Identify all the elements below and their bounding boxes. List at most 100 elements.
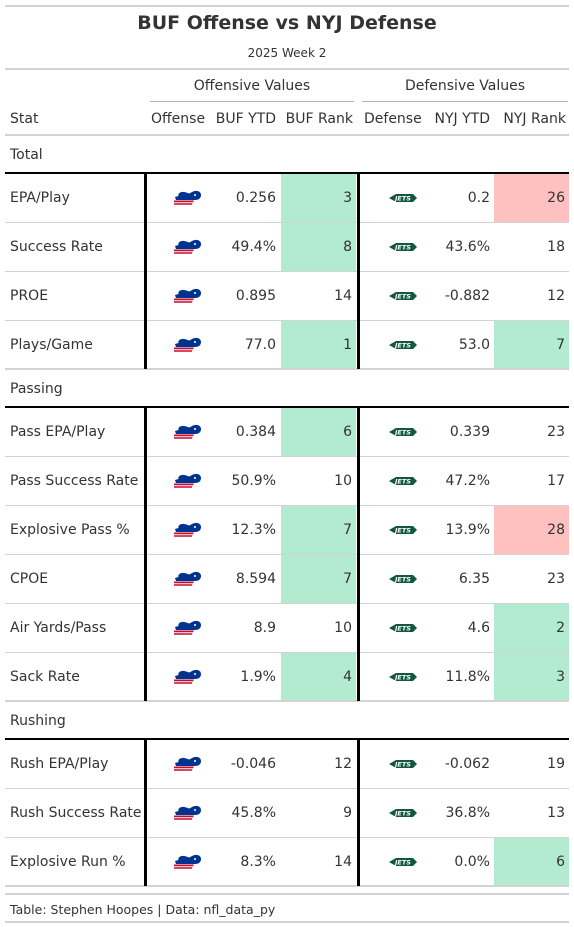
bills-logo-icon [173,174,207,222]
table-row: Sack Rate 1.9% 4 JETS 11.8% 3 [5,653,569,702]
buf-rank-cell-value: 6 [343,424,352,440]
nyj-ytd-value: 0.2 [467,190,490,206]
bills-logo-icon [173,838,207,886]
col-header-buf-rank: BUF Rank [285,111,353,127]
jets-logo-icon: JETS [388,321,422,369]
buf-rank-cell-value: 8 [343,239,352,255]
group-label-passing: Passing [10,381,63,397]
row-divider [5,885,569,887]
nyj-ytd-value: 36.8% [445,805,490,821]
buf-ytd-value: 8.594 [235,571,276,587]
stat-label: Plays/Game [10,337,93,353]
buf-rank-cell-value: 10 [334,473,352,489]
buf-ytd-value: 50.9% [231,473,276,489]
buf-ytd-value: 8.9 [253,620,276,636]
row-divider [5,603,569,604]
svg-text:JETS: JETS [393,809,411,817]
nyj-ytd-value: 11.8% [445,669,490,685]
table-row: PROE 0.895 14 JETS -0.882 12 [5,272,569,321]
bills-logo-icon [173,740,207,788]
stat-label: Explosive Pass % [10,522,130,538]
nyj-rank-cell: 3 [494,653,569,701]
buf-ytd-value: 49.4% [231,239,276,255]
nyj-rank-cell: 2 [494,604,569,652]
stat-label: Pass Success Rate [10,473,139,489]
nyj-rank-cell: 26 [494,174,569,222]
row-divider [5,320,569,321]
buf-ytd-value: 0.895 [235,288,276,304]
buf-rank-cell: 7 [281,506,356,554]
nyj-rank-cell: 13 [494,789,569,837]
nyj-ytd-value: 47.2% [445,473,490,489]
svg-text:JETS: JETS [393,477,411,485]
table-row: CPOE 8.594 7 JETS 6.35 23 [5,555,569,604]
jets-logo-icon: JETS [388,223,422,271]
stat-label: Success Rate [10,239,103,255]
svg-text:JETS: JETS [393,341,411,349]
table-row: Pass EPA/Play 0.384 6 JETS 0.339 23 [5,408,569,457]
buf-rank-cell: 14 [281,272,356,320]
group-label-rushing: Rushing [10,713,66,729]
stat-label: Air Yards/Pass [10,620,107,636]
nyj-rank-cell: 23 [494,555,569,603]
svg-text:JETS: JETS [393,760,411,768]
offensive-spanner-line [150,101,354,102]
table-row: Air Yards/Pass 8.9 10 JETS 4.6 2 [5,604,569,653]
stat-label: Sack Rate [10,669,80,685]
source-note: Table: Stephen Hoopes | Data: nfl_data_p… [10,902,276,917]
bills-logo-icon [173,506,207,554]
svg-text:JETS: JETS [393,243,411,251]
table-row: Explosive Pass % 12.3% 7 JETS 13.9% 28 [5,506,569,555]
nyj-rank-cell-value: 13 [547,805,565,821]
nyj-rank-cell: 19 [494,740,569,788]
table-row: Success Rate 49.4% 8 JETS 43.6% 18 [5,223,569,272]
jets-logo-icon: JETS [388,457,422,505]
bills-logo-icon [173,555,207,603]
nyj-ytd-value: 13.9% [445,522,490,538]
bottom-rule [5,921,569,923]
nyj-ytd-value: -0.062 [444,756,490,772]
svg-text:JETS: JETS [393,575,411,583]
table-row: Pass Success Rate 50.9% 10 JETS 47.2% 17 [5,457,569,506]
buf-rank-cell: 9 [281,789,356,837]
buf-ytd-value: 8.3% [240,854,276,870]
table-subtitle: 2025 Week 2 [247,46,327,60]
buf-rank-cell-value: 14 [334,288,352,304]
jets-logo-icon: JETS [388,789,422,837]
jets-logo-icon: JETS [388,408,422,456]
nyj-rank-cell-value: 3 [556,669,565,685]
jets-logo-icon: JETS [388,653,422,701]
row-divider [5,788,569,789]
nyj-rank-cell-value: 12 [547,288,565,304]
group-label-total: Total [10,147,43,163]
jets-logo-icon: JETS [388,272,422,320]
col-header-stat: Stat [10,111,39,127]
buf-rank-cell: 10 [281,457,356,505]
row-divider [5,456,569,457]
stat-label: PROE [10,288,49,304]
jets-logo-icon: JETS [388,506,422,554]
nyj-rank-cell: 18 [494,223,569,271]
defensive-spanner-line [362,101,568,102]
buf-rank-cell-value: 14 [334,854,352,870]
nyj-rank-cell-value: 18 [547,239,565,255]
jets-logo-icon: JETS [388,174,422,222]
nyj-ytd-value: 6.35 [458,571,490,587]
nyj-ytd-value: 0.0% [454,854,490,870]
group-top-rule [5,172,569,174]
stat-label: Pass EPA/Play [10,424,106,440]
col-header-nyj-ytd: NYJ YTD [434,111,491,127]
nyj-rank-cell: 7 [494,321,569,369]
nyj-rank-cell-value: 26 [547,190,565,206]
nyj-ytd-value: 43.6% [445,239,490,255]
buf-rank-cell-value: 1 [343,337,352,353]
svg-text:JETS: JETS [393,526,411,534]
table-row: Plays/Game 77.0 1 JETS 53.0 7 [5,321,569,370]
nyj-rank-cell: 23 [494,408,569,456]
row-divider [5,700,569,702]
stat-label: EPA/Play [10,190,70,206]
buf-rank-cell: 1 [281,321,356,369]
nyj-rank-cell-value: 23 [547,424,565,440]
nyj-rank-cell-value: 19 [547,756,565,772]
